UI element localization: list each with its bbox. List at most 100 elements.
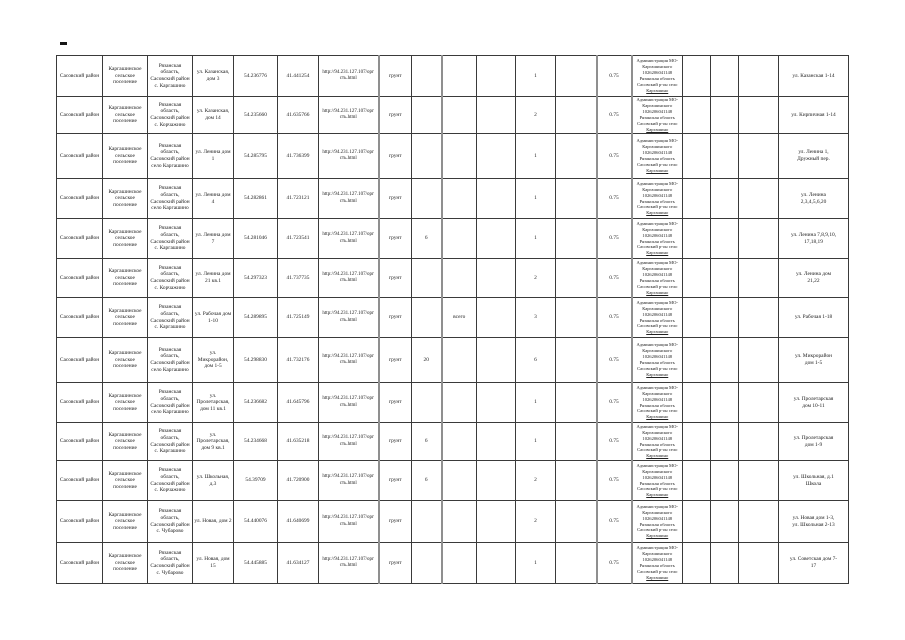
cell-surface-type: грунт (377, 55, 412, 97)
cell-district: Сасовский район (56, 55, 103, 97)
cell-empty-2 (555, 96, 597, 134)
cell-empty-4 (710, 500, 739, 543)
operator-link[interactable]: Каргашино (646, 329, 669, 335)
address-village: село Каргашино (151, 366, 189, 373)
cell-url-link[interactable]: http://94.231.127.107/орг сть.html (318, 297, 379, 338)
cell-tariff: 0.75 (595, 500, 632, 543)
page-scan-artifact (60, 42, 67, 45)
operator-link[interactable]: Каргашино (646, 250, 669, 256)
address-region: Рязанская область, Сасовский район (150, 389, 190, 409)
cell-settlement: Каргашинское сельское поселение (102, 258, 148, 298)
cell-url-link[interactable]: http://94.231.127.107/орг сть.html (318, 422, 379, 461)
cell-url-link[interactable]: http://94.231.127.107/орг сть.html (318, 542, 379, 584)
operator-link[interactable]: Каргашино (646, 453, 669, 459)
cell-url-link[interactable]: http://94.231.127.107/орг сть.html (318, 382, 379, 423)
cell-district: Сасовский район (56, 382, 103, 423)
cell-empty-2 (555, 337, 597, 383)
cell-address: Рязанская область, Сасовский район село К… (147, 382, 193, 423)
cell-operator: Администрация МО- Каргашинского 10262060… (630, 500, 683, 543)
cell-url-link[interactable]: http://94.231.127.107/орг сть.html (318, 218, 379, 259)
cell-count-a: 6 (411, 218, 442, 259)
operator-link[interactable]: Каргашино (646, 167, 669, 173)
cell-empty-1 (476, 460, 516, 501)
operator-link[interactable]: Каргашино (646, 210, 669, 216)
table-row: Сасовский район Каргашинское сельское пос… (56, 297, 849, 338)
cell-count-a (411, 297, 442, 338)
cell-empty-3 (682, 500, 711, 543)
cell-tariff: 0.75 (595, 542, 632, 584)
cell-address: Рязанская область, Сасовский район с. Кор… (147, 258, 193, 298)
cell-url-link[interactable]: http://94.231.127.107/орг сть.html (318, 55, 379, 97)
cell-surface-type: грунт (377, 133, 412, 179)
cell-empty-3 (682, 460, 711, 501)
cell-longitude: 41.737735 (277, 258, 319, 298)
cell-url-link[interactable]: http://94.231.127.107/орг сть.html (318, 258, 379, 298)
cell-url-link[interactable]: http://94.231.127.107/орг сть.html (318, 460, 379, 501)
cell-count-a (411, 133, 442, 179)
cell-address: Рязанская область, Сасовский район с. Чуб… (147, 500, 193, 543)
cell-url-link[interactable]: http://94.231.127.107/орг сть.html (318, 133, 379, 179)
cell-served-streets: ул. Казанская 1-14 (778, 55, 849, 97)
operator-link[interactable]: Каргашино (646, 371, 669, 377)
cell-url-link[interactable]: http://94.231.127.107/орг сть.html (318, 337, 379, 383)
operator-link[interactable]: Каргашино (646, 492, 669, 498)
cell-latitude: 54.285795 (233, 133, 278, 179)
cell-empty-5 (738, 337, 779, 383)
cell-empty-2 (555, 218, 597, 259)
cell-operator: Администрация МО- Каргашинского 10262060… (630, 96, 683, 134)
cell-empty-1 (476, 218, 516, 259)
cell-empty-4 (710, 55, 739, 97)
operator-link[interactable]: Каргашино (646, 126, 669, 132)
table-row: Сасовский район Каргашинское сельское пос… (56, 382, 849, 423)
cell-settlement: Каргашинское сельское поселение (102, 500, 148, 543)
operator-link[interactable]: Каргашино (646, 87, 669, 93)
cell-surface-type: грунт (377, 218, 412, 259)
operator-text: Администрация МО- Каргашинского 10262060… (636, 220, 679, 250)
cell-count-a: 6 (411, 460, 442, 501)
cell-count-b: 2 (515, 500, 556, 543)
cell-empty-5 (738, 500, 779, 543)
cell-street: ул. Казанская, дом 3 (192, 55, 234, 97)
cell-street: ул. Рабочая дом 1-10 (192, 297, 234, 338)
cell-settlement: Каргашинское сельское поселение (102, 542, 148, 584)
cell-empty-4 (710, 337, 739, 383)
operator-link[interactable]: Каргашино (646, 414, 669, 420)
cell-longitude: 41.645796 (277, 382, 319, 423)
cell-longitude: 41.441254 (277, 55, 319, 97)
operator-link[interactable]: Каргашино (646, 289, 669, 295)
cell-longitude: 41.732176 (277, 337, 319, 383)
cell-longitude: 41.640699 (277, 500, 319, 543)
cell-url-link[interactable]: http://94.231.127.107/орг сть.html (318, 500, 379, 543)
table-row: Сасовский район Каргашинское сельское пос… (56, 460, 849, 501)
cell-address: Рязанская область, Сасовский район с. Кар… (147, 422, 193, 461)
cell-longitude: 41.635218 (277, 422, 319, 461)
operator-link[interactable]: Каргашино (646, 574, 669, 580)
table-row: Сасовский район Каргашинское сельское пос… (56, 218, 849, 259)
operator-text: Администрация МО- Каргашинского 10262060… (636, 180, 679, 210)
cell-latitude: 54.236776 (233, 55, 278, 97)
cell-operator: Администрация МО- Каргашинского 10262060… (630, 460, 683, 501)
operator-link[interactable]: Каргашино (646, 533, 669, 539)
cell-served-streets: ул. Микрорайон дом 1-5 (778, 337, 849, 383)
cell-count-b: 1 (515, 55, 556, 97)
cell-served-streets: ул. Ленина 7,8,9,10, 17,18,19 (778, 218, 849, 259)
cell-latitude: 54.281046 (233, 218, 278, 259)
cell-district: Сасовский район (56, 96, 103, 134)
cell-empty-5 (738, 133, 779, 179)
cell-longitude: 41.720900 (277, 460, 319, 501)
cell-empty-1 (476, 297, 516, 338)
cell-count-b: 2 (515, 460, 556, 501)
cell-longitude: 41.725149 (277, 297, 319, 338)
address-village: с. Каргашино (154, 82, 186, 89)
address-village: село Каргашино (151, 162, 189, 169)
cell-district: Сасовский район (56, 133, 103, 179)
cell-empty-2 (555, 542, 597, 584)
cell-empty-1 (476, 258, 516, 298)
cell-served-streets: ул. Ленина 1, Дружный пер. (778, 133, 849, 179)
cell-url-link[interactable]: http://94.231.127.107/орг сть.html (318, 96, 379, 134)
cell-empty-3 (682, 133, 711, 179)
cell-settlement: Каргашинское сельское поселение (102, 218, 148, 259)
cell-url-link[interactable]: http://94.231.127.107/орг сть.html (318, 178, 379, 219)
cell-empty-5 (738, 178, 779, 219)
cell-longitude: 41.736399 (277, 133, 319, 179)
